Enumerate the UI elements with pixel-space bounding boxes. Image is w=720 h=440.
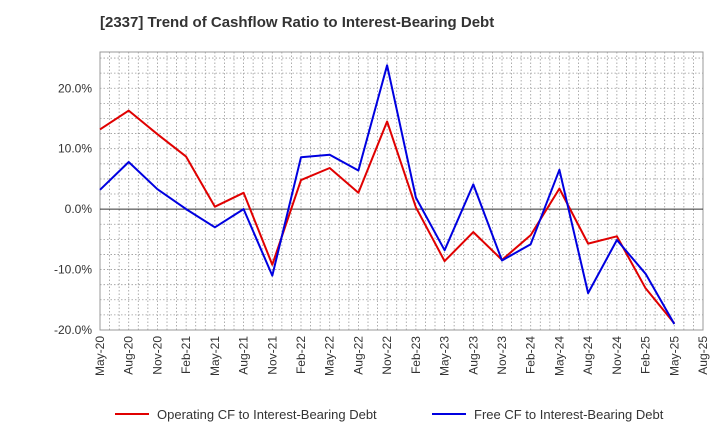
x-tick-label: Nov-23: [495, 336, 509, 375]
x-tick-label: Nov-22: [380, 336, 394, 375]
y-axis-ticks: -20.0% -10.0% 0.0% 10.0% 20.0%: [54, 81, 92, 337]
series-line-free-cf: [99, 64, 676, 325]
y-tick-label: -20.0%: [54, 323, 92, 337]
chart-title: [2337] Trend of Cashflow Ratio to Intere…: [100, 14, 495, 31]
x-tick-label: Aug-20: [122, 336, 136, 375]
series-line-operating-cf: [99, 109, 676, 325]
grid: [99, 51, 704, 331]
legend: Operating CF to Interest-Bearing Debt Fre…: [115, 407, 664, 422]
y-tick-label: -10.0%: [54, 263, 92, 277]
x-tick-label: Nov-21: [265, 336, 279, 375]
legend-label: Free CF to Interest-Bearing Debt: [474, 407, 664, 422]
x-tick-label: Feb-21: [179, 336, 193, 374]
legend-label: Operating CF to Interest-Bearing Debt: [157, 407, 377, 422]
y-tick-label: 0.0%: [65, 202, 93, 216]
y-tick-label: 20.0%: [58, 81, 92, 95]
x-axis-ticks: May-20 Aug-20 Nov-20 Feb-21 May-21 Aug-21 Nov-…: [93, 336, 710, 376]
x-tick-label: May-21: [208, 336, 222, 376]
x-tick-label: Feb-24: [524, 336, 538, 374]
x-tick-label: Feb-22: [294, 336, 308, 374]
x-tick-label: May-20: [93, 336, 107, 376]
x-tick-label: May-25: [667, 336, 681, 376]
x-tick-label: Aug-23: [466, 336, 480, 375]
x-tick-label: Aug-25: [696, 336, 710, 375]
plot-frame: [99, 51, 704, 331]
y-tick-label: 10.0%: [58, 142, 92, 156]
series-lines: [99, 64, 676, 325]
x-tick-label: Aug-21: [237, 336, 251, 375]
x-tick-label: Feb-25: [639, 336, 653, 374]
x-tick-label: May-23: [438, 336, 452, 376]
x-tick-label: Aug-24: [581, 336, 595, 375]
x-tick-label: Feb-23: [409, 336, 423, 374]
x-tick-label: May-24: [552, 336, 566, 376]
x-tick-label: Aug-22: [351, 336, 365, 375]
x-tick-label: Nov-24: [610, 336, 624, 375]
x-tick-label: Nov-20: [150, 336, 164, 375]
x-tick-label: May-22: [323, 336, 337, 376]
